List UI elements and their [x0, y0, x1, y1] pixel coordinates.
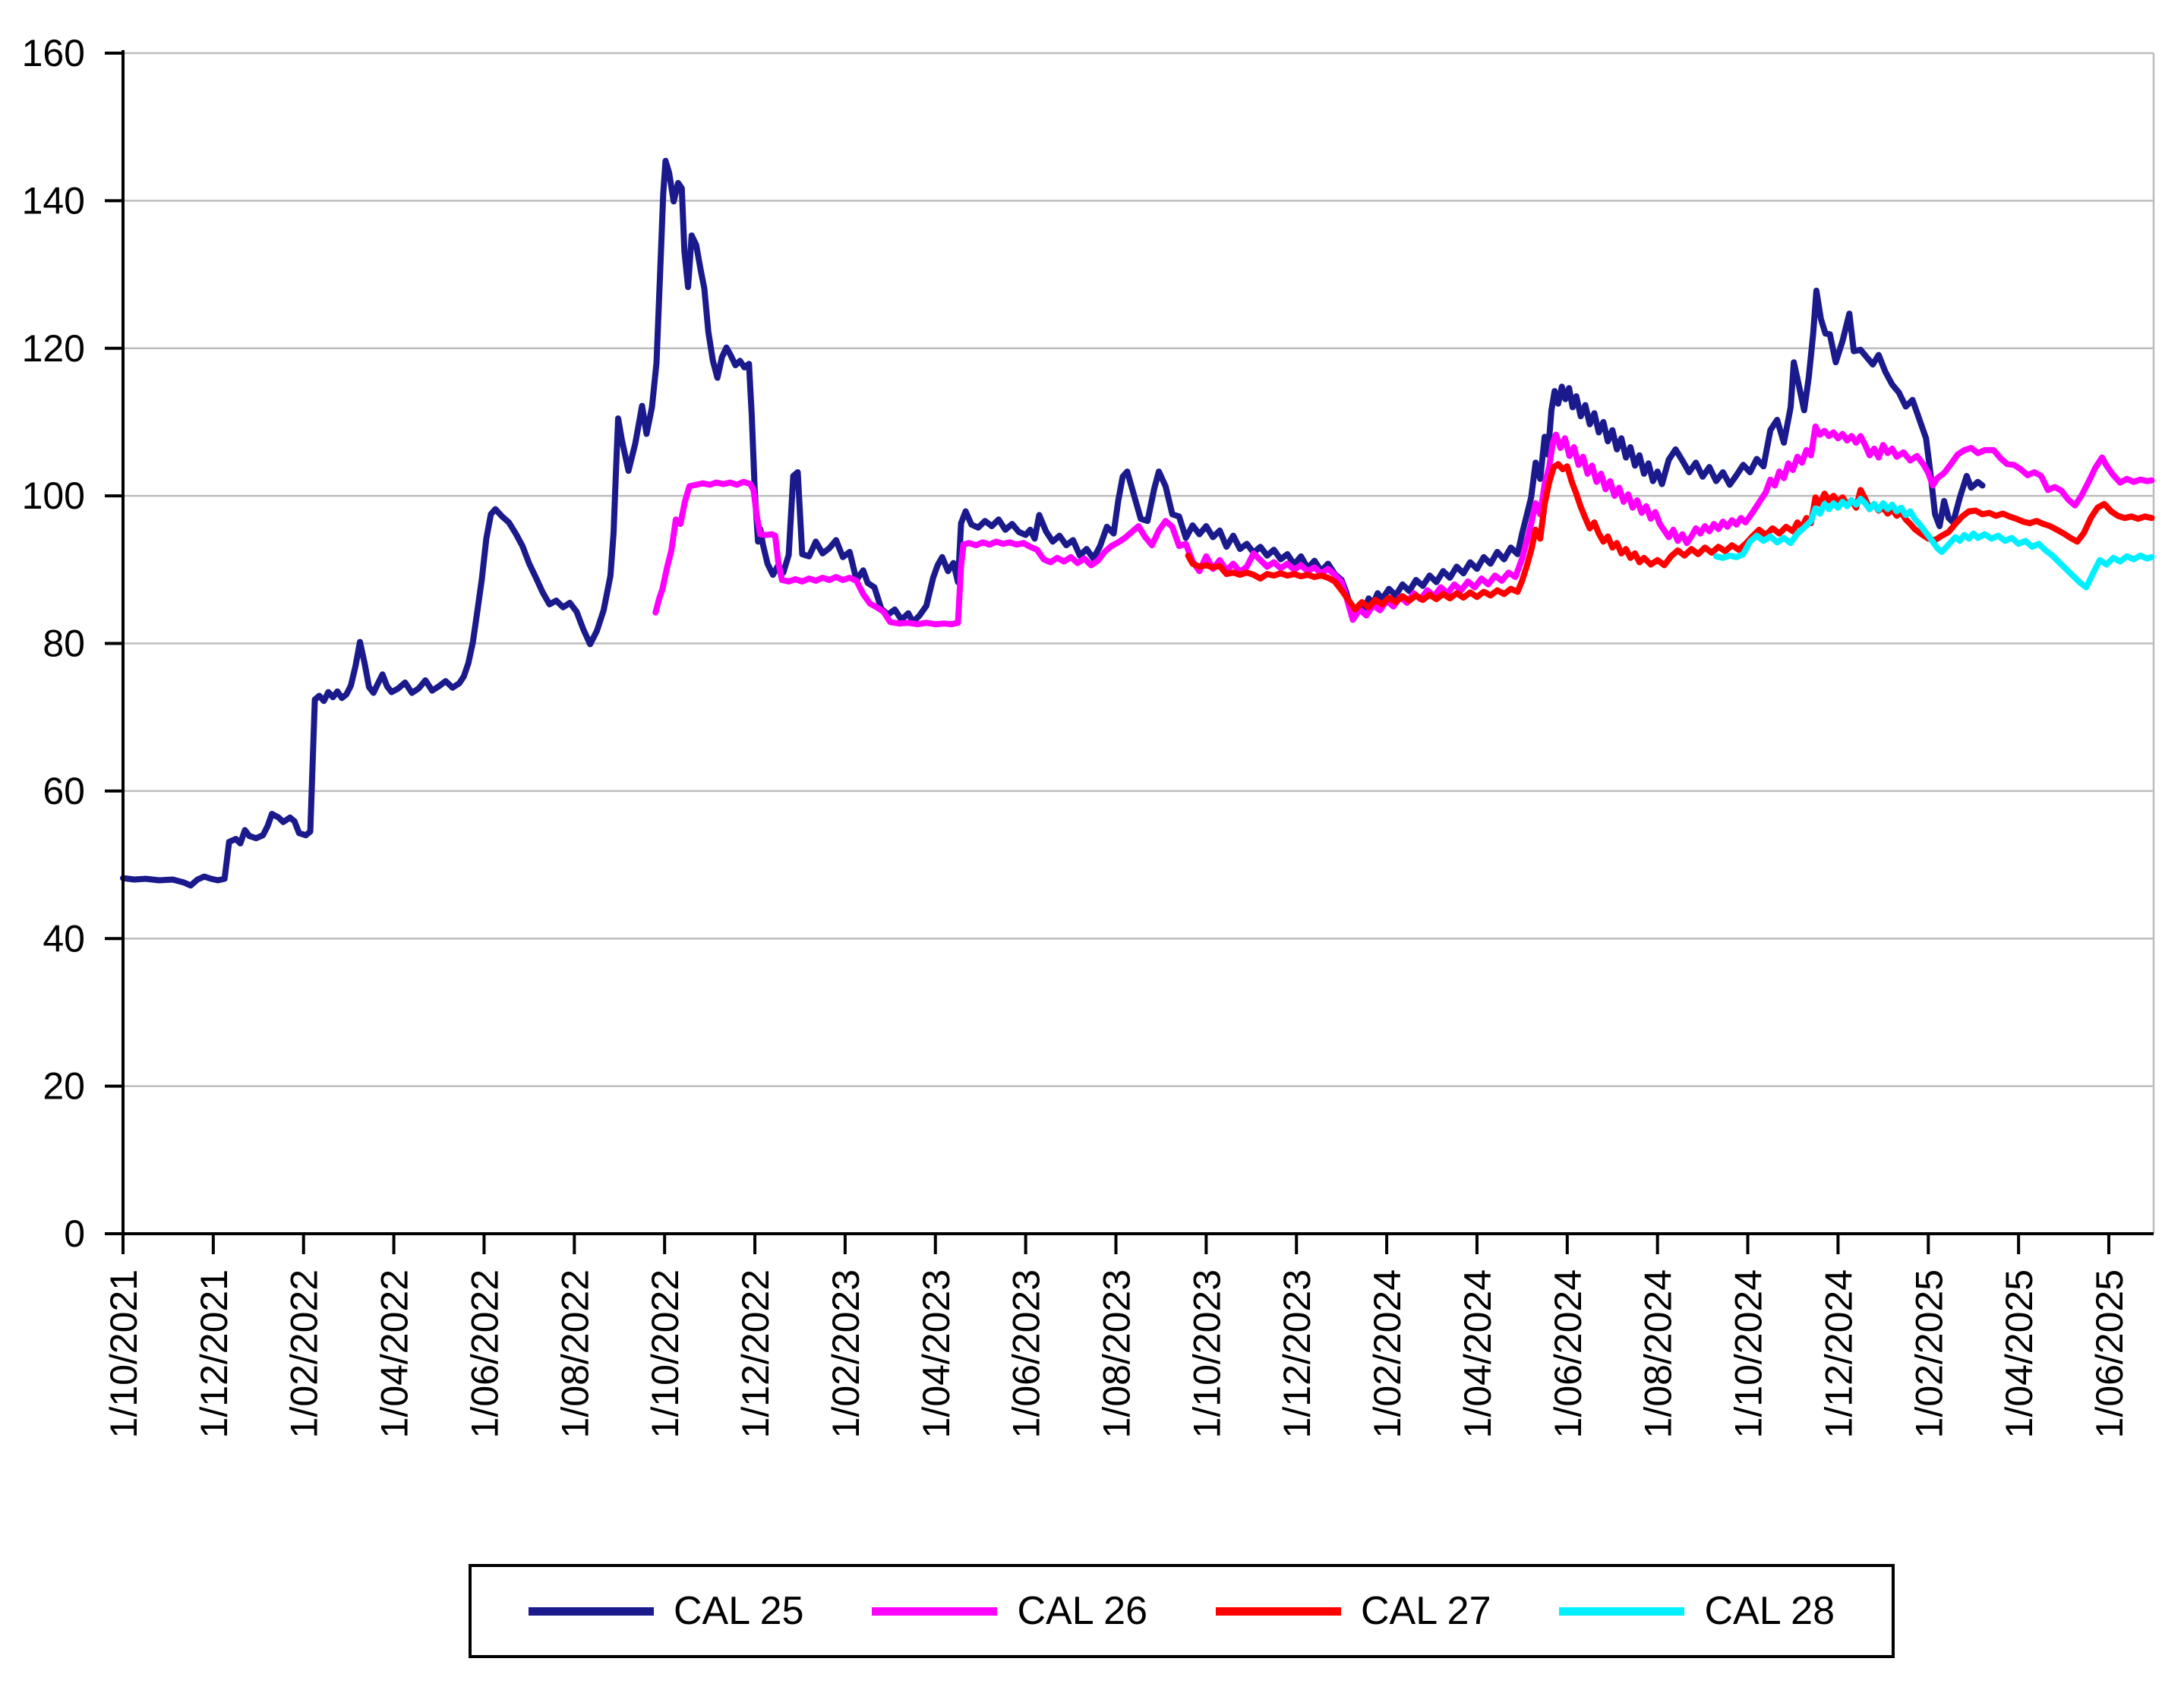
y-axis-label: 100 — [22, 475, 85, 517]
legend-label: CAL 26 — [1017, 1589, 1147, 1633]
legend-item-cal-28: CAL 28 — [1559, 1591, 1835, 1631]
gridlines — [123, 52, 2155, 1234]
legend-label: CAL 28 — [1704, 1589, 1835, 1633]
x-axis-label: 1/06/2023 — [1005, 1269, 1048, 1438]
y-axis-labels: 0 20 40 60 80 100 120 140 160 — [22, 32, 123, 1255]
chart-legend: CAL 25 CAL 26 CAL 27 CAL 28 — [469, 1564, 1895, 1658]
legend-item-cal-25: CAL 25 — [528, 1589, 804, 1633]
axes — [122, 50, 2154, 1254]
x-axis-label: 1/06/2022 — [463, 1269, 506, 1438]
legend-label: CAL 25 — [673, 1589, 804, 1633]
x-axis-label: 1/08/2023 — [1096, 1269, 1138, 1438]
legend-line-icon — [1215, 1606, 1341, 1616]
x-axis-label: 1/04/2023 — [915, 1269, 958, 1438]
legend-line-icon — [872, 1606, 998, 1616]
legend-line-icon — [528, 1606, 654, 1616]
x-axis-label: 1/12/2021 — [193, 1269, 235, 1438]
x-axis-label: 1/02/2025 — [1908, 1269, 1950, 1438]
y-axis-label: 40 — [43, 917, 85, 960]
y-axis-label: 160 — [22, 32, 85, 74]
x-axis-label: 1/04/2024 — [1457, 1269, 1499, 1438]
series-line-cal-27 — [1185, 461, 2155, 613]
x-axis-label: 1/10/2021 — [103, 1269, 145, 1438]
x-axis-label: 1/02/2023 — [825, 1269, 867, 1438]
x-axis-label: 1/12/2023 — [1276, 1269, 1318, 1438]
legend-item-cal-26: CAL 26 — [872, 1591, 1147, 1631]
y-axis-label: 80 — [43, 623, 85, 665]
x-axis-labels: 1/10/2021 1/12/2021 1/02/2022 1/04/2022 1/06… — [103, 1234, 2131, 1438]
series-line-cal-26 — [652, 423, 2155, 628]
x-axis-label: 1/12/2022 — [734, 1269, 777, 1438]
x-axis-label: 1/06/2024 — [1547, 1269, 1589, 1438]
y-axis-label: 120 — [22, 327, 85, 370]
y-axis-label: 0 — [64, 1212, 85, 1255]
y-axis-label: 140 — [22, 179, 85, 222]
series-line-cal-28 — [1712, 496, 2155, 591]
x-axis-label: 1/10/2024 — [1728, 1269, 1770, 1438]
x-axis-label: 1/04/2025 — [1998, 1269, 2040, 1438]
x-axis-label: 1/02/2022 — [283, 1269, 326, 1438]
x-axis-label: 1/08/2024 — [1637, 1269, 1680, 1438]
x-axis-label: 1/10/2023 — [1185, 1269, 1228, 1438]
y-axis-label: 60 — [43, 770, 85, 812]
x-axis-label: 1/12/2024 — [1817, 1269, 1860, 1438]
x-axis-label: 1/06/2025 — [2088, 1269, 2131, 1438]
series-lines — [120, 157, 2155, 889]
legend-label: CAL 27 — [1360, 1589, 1491, 1633]
x-axis-label: 1/02/2024 — [1366, 1269, 1409, 1438]
legend-line-icon — [1559, 1606, 1685, 1616]
legend-item-cal-27: CAL 27 — [1215, 1589, 1491, 1633]
series-line-cal-25 — [120, 157, 1986, 889]
y-axis-label: 20 — [43, 1065, 85, 1108]
x-axis-label: 1/10/2022 — [644, 1269, 686, 1438]
x-axis-label: 1/04/2022 — [374, 1269, 416, 1438]
x-axis-label: 1/08/2022 — [554, 1269, 596, 1438]
